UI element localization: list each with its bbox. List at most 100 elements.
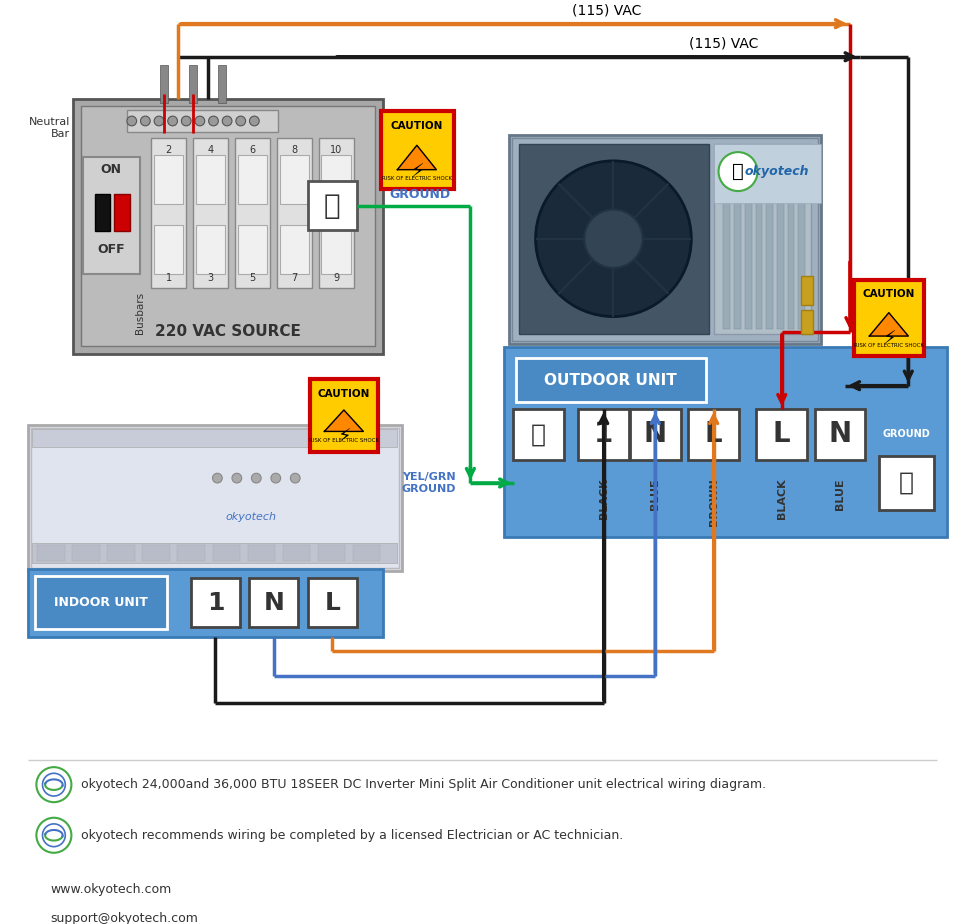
Bar: [766, 149, 773, 329]
Circle shape: [249, 116, 260, 126]
Bar: [630, 409, 680, 459]
Text: 3: 3: [207, 274, 213, 284]
Text: L: L: [773, 420, 791, 448]
Text: N: N: [264, 590, 284, 614]
Bar: [777, 149, 784, 329]
Circle shape: [181, 116, 191, 126]
Bar: [280, 155, 309, 203]
Text: CAUTION: CAUTION: [391, 121, 443, 131]
Circle shape: [195, 116, 204, 126]
Text: 220 VAC SOURCE: 220 VAC SOURCE: [155, 324, 301, 339]
Bar: [212, 545, 239, 561]
Bar: [277, 138, 312, 288]
Bar: [578, 409, 629, 459]
Bar: [177, 545, 204, 561]
Text: ⏚: ⏚: [531, 422, 546, 446]
Bar: [114, 194, 130, 231]
Bar: [319, 138, 354, 288]
Text: okyotech: okyotech: [226, 512, 277, 522]
Text: Busbars: Busbars: [135, 292, 144, 334]
Bar: [160, 65, 168, 103]
Bar: [27, 568, 383, 637]
Text: RISK OF ELECTRIC SHOCK: RISK OF ELECTRIC SHOCK: [382, 176, 452, 181]
Bar: [280, 225, 309, 274]
Text: BLACK: BLACK: [777, 478, 787, 518]
Text: okyotech: okyotech: [745, 165, 809, 178]
Text: GROUND: GROUND: [883, 429, 930, 439]
Bar: [756, 149, 763, 329]
Text: 9: 9: [333, 274, 339, 284]
Polygon shape: [325, 410, 363, 432]
Circle shape: [37, 818, 72, 853]
Text: 6: 6: [249, 145, 256, 155]
Circle shape: [212, 473, 222, 483]
Bar: [191, 578, 239, 627]
Text: support@okyotech.com: support@okyotech.com: [50, 913, 198, 924]
Bar: [83, 157, 140, 274]
Bar: [31, 428, 399, 567]
Bar: [510, 135, 821, 344]
Bar: [798, 149, 805, 329]
Bar: [151, 138, 186, 288]
Bar: [237, 155, 267, 203]
Text: BLACK: BLACK: [599, 478, 609, 518]
Circle shape: [584, 210, 642, 268]
Bar: [310, 379, 378, 452]
Text: 10: 10: [330, 145, 342, 155]
Text: ⚡: ⚡: [882, 330, 895, 348]
Text: 5: 5: [249, 274, 256, 284]
Bar: [108, 545, 135, 561]
Circle shape: [208, 116, 218, 126]
Bar: [218, 65, 226, 103]
Bar: [735, 149, 741, 329]
Circle shape: [222, 116, 232, 126]
Bar: [308, 181, 357, 230]
Circle shape: [154, 116, 164, 126]
Text: YEL/GRN
GROUND: YEL/GRN GROUND: [401, 472, 455, 493]
Bar: [73, 545, 100, 561]
Text: N: N: [643, 420, 667, 448]
Bar: [724, 149, 731, 329]
Bar: [283, 545, 310, 561]
Text: BLUE: BLUE: [835, 478, 845, 510]
Bar: [154, 155, 183, 203]
Bar: [854, 280, 923, 356]
Bar: [353, 545, 380, 561]
Text: CAUTION: CAUTION: [318, 389, 370, 398]
Text: ⚡: ⚡: [410, 162, 423, 181]
Bar: [95, 194, 110, 231]
Bar: [815, 409, 865, 459]
Bar: [514, 409, 564, 459]
Bar: [505, 346, 948, 537]
Bar: [247, 545, 275, 561]
Bar: [38, 545, 65, 561]
Bar: [193, 138, 228, 288]
Circle shape: [43, 773, 65, 796]
Bar: [308, 578, 357, 627]
Text: L: L: [704, 420, 723, 448]
Bar: [234, 138, 270, 288]
Text: 🌀: 🌀: [733, 162, 744, 181]
Circle shape: [141, 116, 150, 126]
Bar: [322, 225, 351, 274]
Text: ⚡: ⚡: [337, 427, 351, 445]
Bar: [237, 225, 267, 274]
Text: RISK OF ELECTRIC SHOCK: RISK OF ELECTRIC SHOCK: [309, 438, 379, 444]
Bar: [513, 138, 818, 341]
Bar: [196, 155, 225, 203]
Text: 1: 1: [206, 590, 224, 614]
Text: GROUND: GROUND: [390, 188, 451, 201]
Bar: [154, 225, 183, 274]
Circle shape: [232, 473, 241, 483]
Text: BLUE: BLUE: [650, 478, 660, 510]
Bar: [714, 144, 811, 334]
Bar: [318, 545, 345, 561]
Text: 2: 2: [166, 145, 172, 155]
Text: OUTDOOR UNIT: OUTDOOR UNIT: [545, 373, 677, 388]
Text: ⏚: ⏚: [899, 471, 914, 495]
Bar: [801, 275, 813, 305]
Circle shape: [719, 152, 758, 191]
Text: (115) VAC: (115) VAC: [572, 4, 641, 18]
Polygon shape: [869, 312, 908, 336]
Text: 8: 8: [292, 145, 297, 155]
